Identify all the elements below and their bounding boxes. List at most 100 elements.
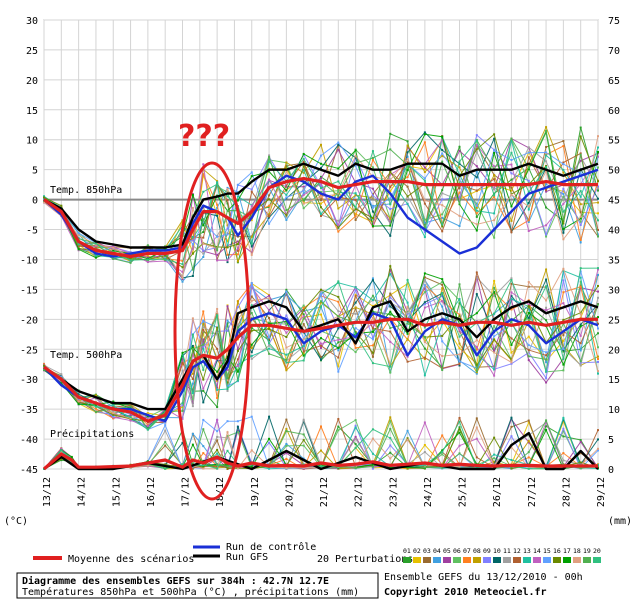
perturbation-point [94, 405, 97, 408]
perturbation-point [475, 204, 478, 207]
perturbation-point [268, 309, 271, 312]
perturbation-point [423, 226, 426, 229]
perturbation-point [285, 353, 288, 356]
perturbation-point [268, 352, 271, 355]
perturbation-point [112, 406, 115, 409]
right-tick-label: 5 [608, 435, 614, 446]
perturbation-point [354, 443, 357, 446]
perturbation-point [579, 220, 582, 223]
perturbation-point [354, 446, 357, 449]
perturbation-point [236, 318, 239, 321]
perturbation-point [320, 425, 322, 428]
perturbation-point [493, 291, 496, 294]
perturbation-point [458, 160, 461, 163]
perturbation-point [389, 363, 392, 366]
perturbation-point [545, 285, 548, 288]
perturbation-point [94, 407, 97, 410]
perturbation-point [423, 466, 426, 469]
perturbation-point [579, 334, 582, 337]
perturbation-point [458, 329, 461, 332]
perturbation-point [181, 259, 184, 262]
x-tick-label: 17/12 [181, 477, 192, 507]
perturbation-point [354, 435, 357, 438]
perturbation-point [423, 301, 426, 304]
perturbation-point [202, 466, 205, 469]
perturbation-point [216, 465, 219, 468]
perturbation-point [202, 252, 205, 255]
perturbation-point [216, 435, 219, 438]
footer-copyright: Copyright 2010 Meteociel.fr [384, 586, 547, 598]
perturbation-point [285, 164, 288, 167]
perturbation-point [302, 444, 305, 447]
perturbation-point [302, 192, 305, 195]
perturbation-point [406, 301, 409, 304]
perturbation-point [458, 465, 461, 468]
perturbation-point [226, 305, 229, 308]
perturbation-point [337, 196, 340, 199]
perturbation-point [302, 457, 305, 460]
perturbation-point [493, 312, 496, 315]
perturbation-point [406, 438, 409, 441]
perturbation-point [285, 427, 288, 430]
perturbation-point [389, 292, 392, 295]
perturbation-point [423, 179, 426, 182]
perturbation-point [493, 194, 496, 197]
main-series [42, 162, 599, 471]
perturbation-point [562, 140, 565, 143]
perturbation-point [191, 346, 194, 349]
perturbation-point [493, 165, 496, 168]
perturbation-point [545, 421, 548, 424]
perturbation-point [493, 174, 496, 177]
perturbation-point [302, 304, 305, 307]
perturbation-point [226, 420, 229, 423]
perturbation-point [562, 350, 565, 353]
perturbation-point [545, 160, 548, 163]
perturbation-point [527, 208, 530, 211]
perturbation-point [562, 452, 565, 455]
perturbation-point [597, 212, 599, 215]
perturbation-point [371, 336, 374, 339]
perturbation-point [60, 449, 63, 452]
perturbation-point [510, 418, 513, 421]
perturbation-point [579, 267, 582, 270]
perturbation-point [60, 382, 63, 385]
perturbation-point [579, 323, 582, 326]
perturbation-point [475, 348, 478, 351]
perturbation-point [389, 170, 392, 173]
perturbation-point [191, 405, 194, 408]
perturbation-point [337, 425, 340, 428]
perturbation-point [389, 371, 392, 374]
perturbation-point [527, 280, 530, 283]
perturbation-point [371, 156, 374, 159]
perturbation-point [320, 191, 322, 194]
perturbation-point [226, 377, 229, 380]
perturbation-point [493, 335, 496, 338]
perturbation-point [579, 342, 582, 345]
perturbation-point [226, 463, 229, 466]
perturbation-point [527, 467, 530, 470]
perturbation-point [597, 332, 599, 335]
perturbation-point [406, 437, 409, 440]
perturbation-point [285, 457, 288, 460]
perturbation-point [337, 338, 340, 341]
perturbation-point [226, 199, 229, 202]
perturbation-point [510, 139, 513, 142]
perturbation-point [493, 374, 496, 377]
perturbation-point [236, 249, 239, 252]
perturbation-point [129, 413, 132, 416]
perturbation-point [164, 410, 167, 413]
perturbation-point [441, 283, 444, 286]
perturbation-point [302, 323, 305, 326]
perturbation-point [191, 243, 194, 246]
perturbation-point [423, 347, 426, 350]
perturbation-point [527, 166, 530, 169]
perturbation-point [475, 362, 478, 365]
perturbation-point [562, 228, 565, 231]
perturbation-point [268, 208, 271, 211]
perturbation-point [597, 197, 599, 200]
perturbation-point [406, 332, 409, 335]
right-tick-label: 75 [608, 16, 620, 27]
perturbation-point [236, 240, 239, 243]
perturbation-point [423, 306, 426, 309]
